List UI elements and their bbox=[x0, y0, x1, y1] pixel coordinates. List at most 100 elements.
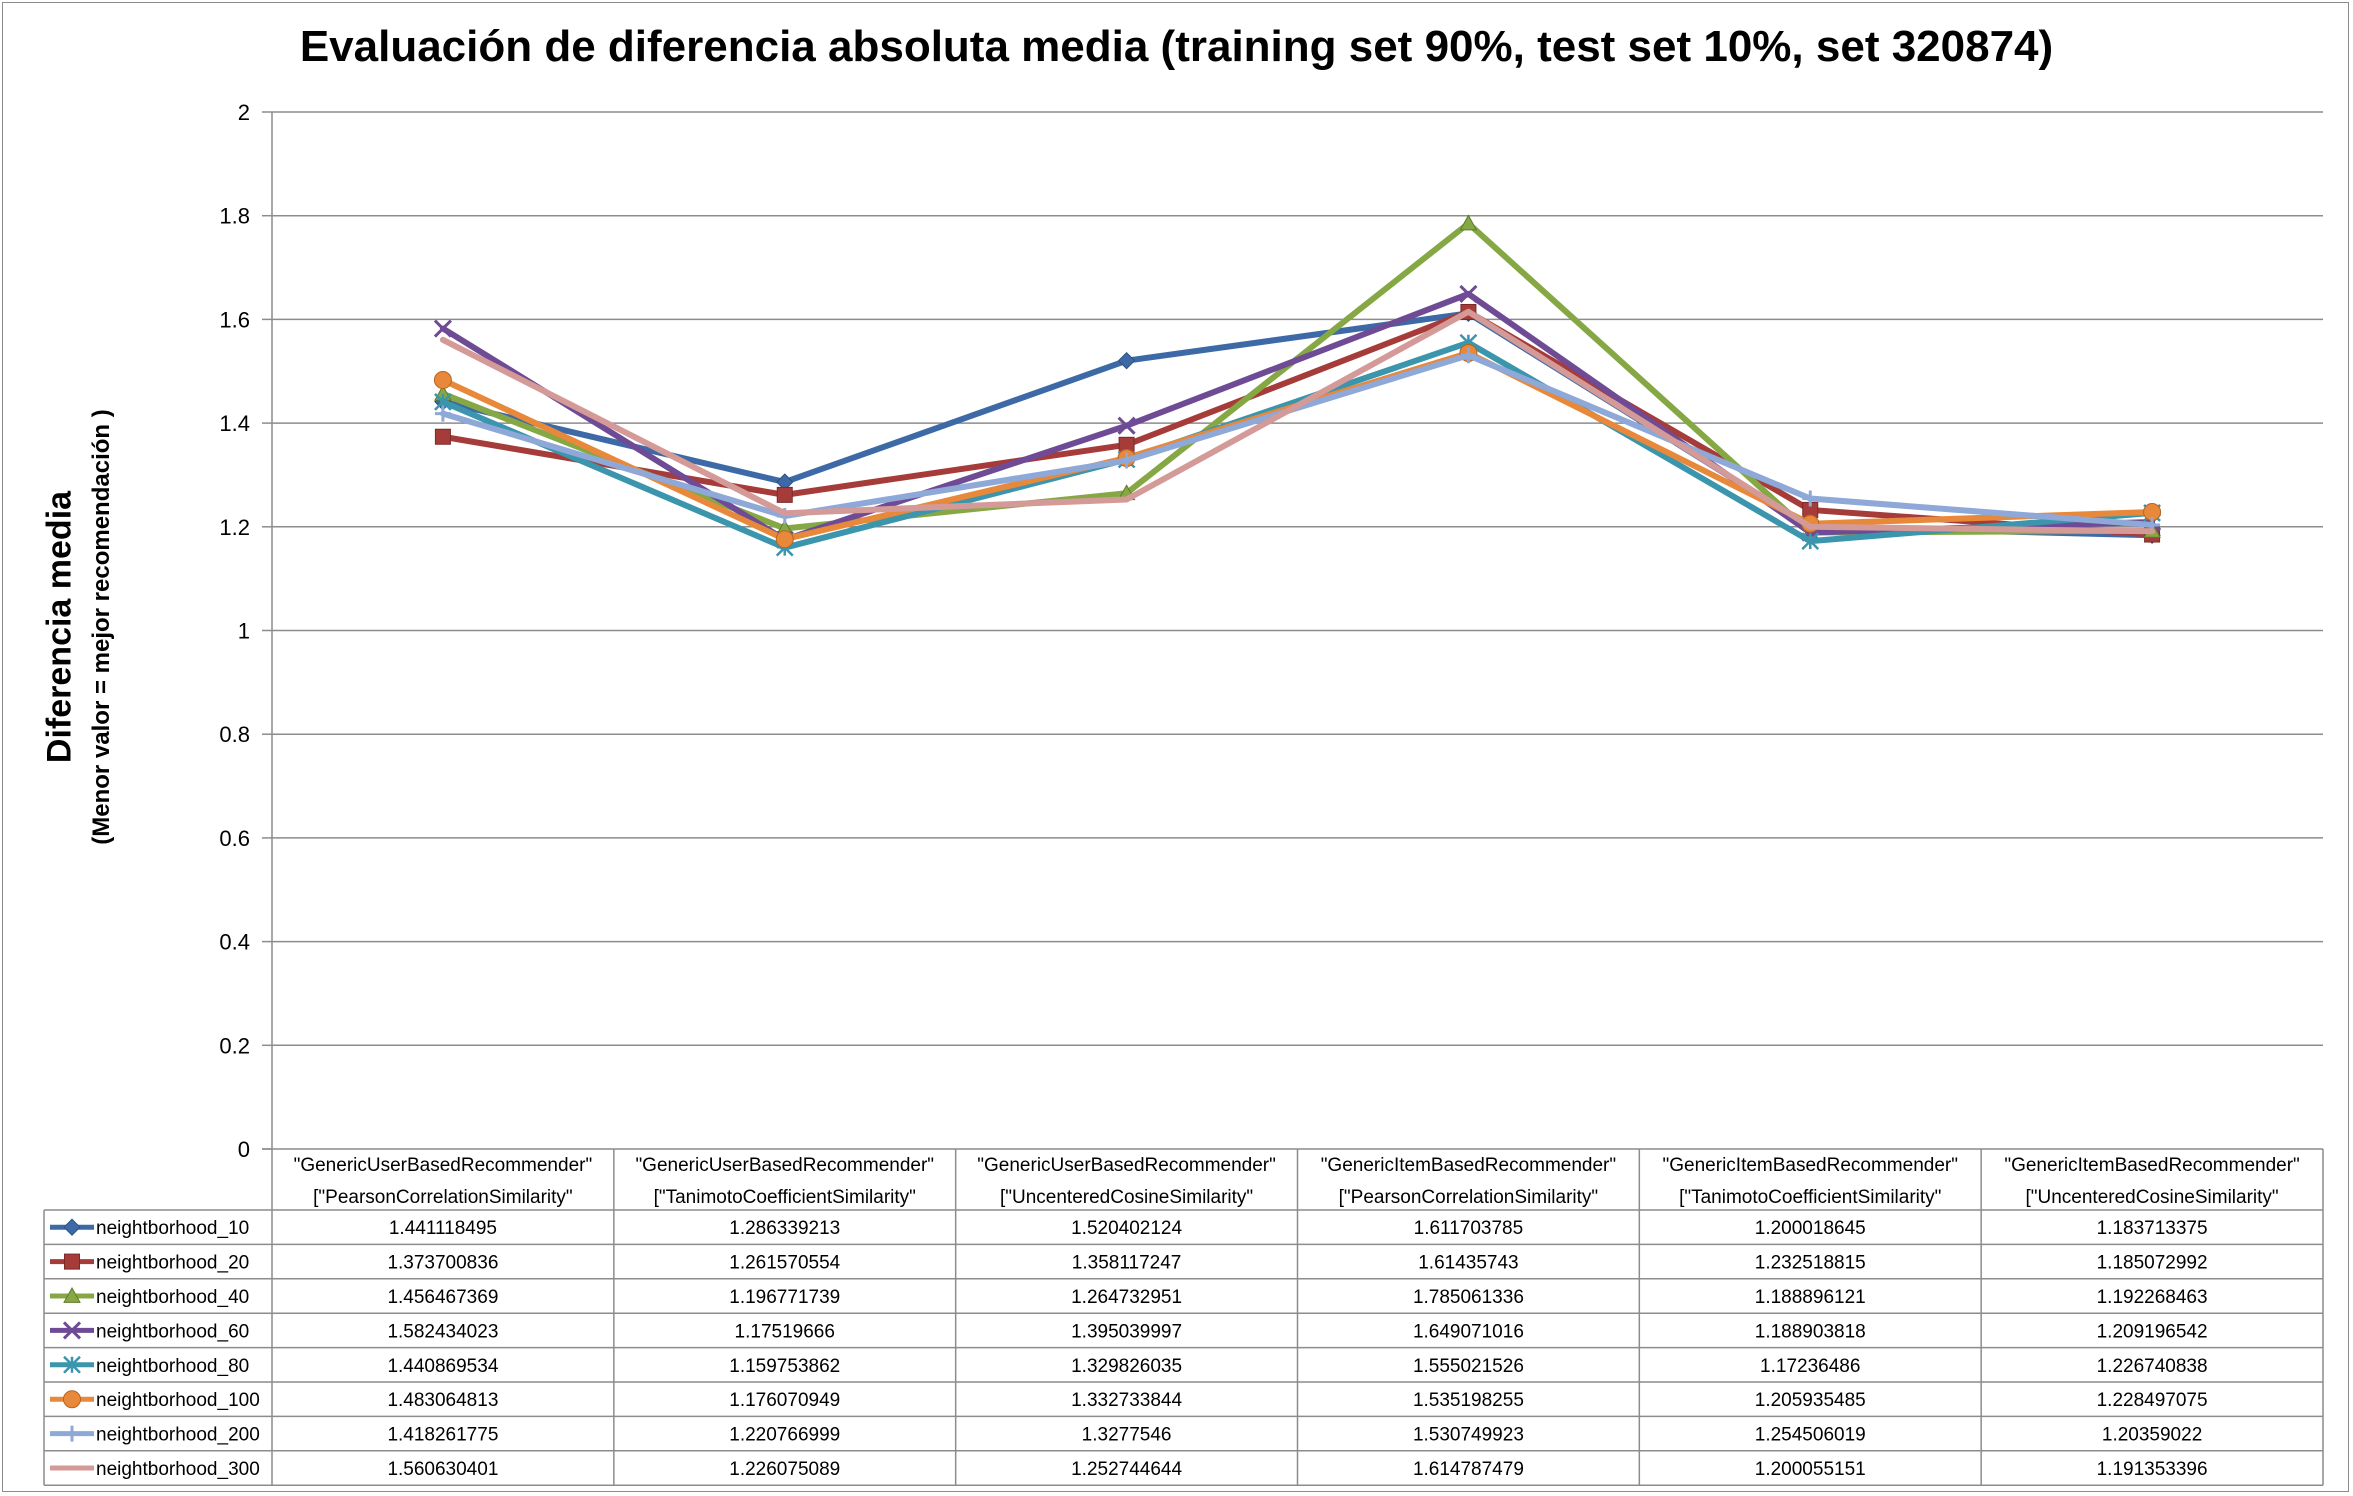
y-tick-label: 1.8 bbox=[219, 204, 250, 229]
table-cell: 1.286339213 bbox=[729, 1218, 840, 1239]
table-cell: 1.228497075 bbox=[2097, 1390, 2208, 1411]
x-category-label: "GenericItemBasedRecommender" bbox=[1321, 1155, 1616, 1176]
table-cell: 1.373700836 bbox=[387, 1253, 498, 1274]
legend-label: neightborhood_300 bbox=[96, 1459, 260, 1480]
series-neightborhood_200 bbox=[434, 347, 2161, 533]
series-line bbox=[439, 308, 2156, 535]
data-point bbox=[1460, 347, 1477, 364]
table-cell: 1.261570554 bbox=[729, 1253, 840, 1274]
x-category-label: "GenericItemBasedRecommender" bbox=[1663, 1155, 1958, 1176]
table-cell: 1.176070949 bbox=[729, 1390, 840, 1411]
table-cell: 1.220766999 bbox=[729, 1425, 840, 1446]
series-line bbox=[439, 290, 2156, 543]
table-cell: 1.226740838 bbox=[2097, 1356, 2208, 1377]
data-point bbox=[64, 1253, 80, 1270]
data-point bbox=[1459, 284, 1478, 304]
y-tick-label: 1.6 bbox=[219, 307, 250, 332]
table-cell: 1.560630401 bbox=[387, 1459, 498, 1480]
table-cell: 1.17519666 bbox=[735, 1321, 835, 1342]
table-row: neightborhood_200 1.418261775 1.220766999 1… bbox=[50, 1425, 2202, 1446]
table-cell: 1.418261775 bbox=[387, 1425, 498, 1446]
table-cell: 1.188903818 bbox=[1755, 1321, 1866, 1342]
series-line bbox=[439, 339, 2156, 551]
table-row: neightborhood_300 1.560630401 1.226075089 1… bbox=[50, 1459, 2208, 1480]
table-cell: 1.358117247 bbox=[1072, 1253, 1182, 1274]
table-cell: 1.188896121 bbox=[1755, 1287, 1866, 1308]
y-tick-label: 1 bbox=[238, 619, 250, 644]
table-cell: 1.232518815 bbox=[1755, 1253, 1866, 1274]
table-cell: 1.196771739 bbox=[729, 1287, 840, 1308]
table-cell: 1.209196542 bbox=[2097, 1321, 2208, 1342]
table-cell: 1.456467369 bbox=[387, 1287, 498, 1308]
data-point bbox=[434, 428, 451, 445]
x-category-label: "GenericUserBasedRecommender" bbox=[635, 1155, 934, 1176]
table-cell: 1.785061336 bbox=[1413, 1287, 1524, 1308]
table-cell: 1.441118495 bbox=[389, 1218, 497, 1239]
table-cell: 1.649071016 bbox=[1413, 1321, 1524, 1342]
table-cell: 1.395039997 bbox=[1071, 1321, 1182, 1342]
y-tick-label: 2 bbox=[238, 100, 250, 125]
table-cell: 1.61435743 bbox=[1418, 1253, 1518, 1274]
y-tick-label: 0.4 bbox=[219, 930, 250, 955]
legend-label: neightborhood_80 bbox=[96, 1356, 249, 1377]
table-cell: 1.332733844 bbox=[1071, 1390, 1182, 1411]
data-point bbox=[63, 1218, 81, 1236]
table-cell: 1.183713375 bbox=[2097, 1218, 2208, 1239]
series-neightborhood_300 bbox=[439, 308, 2156, 535]
table-cell: 1.185072992 bbox=[2097, 1253, 2208, 1274]
x-category-label: ["UncenteredCosineSimilarity" bbox=[1000, 1187, 1253, 1208]
x-category-label: ["PearsonCorrelationSimilarity" bbox=[313, 1187, 573, 1208]
data-point bbox=[1459, 214, 1478, 231]
legend-label: neightborhood_200 bbox=[96, 1425, 260, 1446]
table-cell: 1.483064813 bbox=[387, 1390, 498, 1411]
legend-label: neightborhood_10 bbox=[96, 1218, 249, 1239]
table-cell: 1.555021526 bbox=[1413, 1356, 1524, 1377]
y-tick-label: 1.4 bbox=[219, 411, 250, 436]
table-row: neightborhood_20 1.373700836 1.261570554 1.… bbox=[50, 1253, 2208, 1274]
table-cell: 1.200055151 bbox=[1755, 1459, 1866, 1480]
x-category-label: "GenericItemBasedRecommender" bbox=[2004, 1155, 2299, 1176]
x-category-label: "GenericUserBasedRecommender" bbox=[294, 1155, 593, 1176]
data-point bbox=[1118, 452, 1135, 469]
x-category-label: ["UncenteredCosineSimilarity" bbox=[2025, 1187, 2278, 1208]
table-row: neightborhood_10 1.441118495 1.286339213 1.… bbox=[50, 1218, 2208, 1239]
y-tick-label: 0.2 bbox=[219, 1033, 250, 1058]
data-point bbox=[1117, 416, 1136, 435]
table-cell: 1.329826035 bbox=[1071, 1356, 1182, 1377]
legend-label: neightborhood_60 bbox=[96, 1321, 249, 1342]
data-point bbox=[433, 371, 452, 390]
table-cell: 1.192268463 bbox=[2097, 1287, 2208, 1308]
y-tick-label: 0 bbox=[238, 1137, 250, 1162]
table-cell: 1.226075089 bbox=[729, 1459, 840, 1480]
table-cell: 1.611703785 bbox=[1414, 1218, 1524, 1239]
data-point bbox=[776, 486, 793, 503]
data-point bbox=[775, 530, 794, 549]
table-cell: 1.264732951 bbox=[1071, 1287, 1182, 1308]
data-point bbox=[1802, 490, 1819, 507]
x-category-label: ["PearsonCorrelationSimilarity" bbox=[1339, 1187, 1599, 1208]
table-row: neightborhood_60 1.582434023 1.17519666 1.3… bbox=[50, 1321, 2208, 1342]
data-point bbox=[434, 405, 451, 422]
legend-label: neightborhood_20 bbox=[96, 1253, 249, 1274]
table-cell: 1.582434023 bbox=[387, 1321, 498, 1342]
table-cell: 1.252744644 bbox=[1071, 1459, 1182, 1480]
data-point bbox=[62, 1321, 82, 1340]
table-cell: 1.200018645 bbox=[1755, 1218, 1866, 1239]
data-point bbox=[63, 1390, 81, 1409]
x-category-label: ["TanimotoCoefficientSimilarity" bbox=[1679, 1187, 1941, 1208]
legend-label: neightborhood_100 bbox=[96, 1390, 260, 1411]
y-tick-label: 0.8 bbox=[219, 722, 250, 747]
table-cell: 1.614787479 bbox=[1413, 1459, 1524, 1480]
x-category-label: ["TanimotoCoefficientSimilarity" bbox=[654, 1187, 916, 1208]
data-point bbox=[433, 319, 452, 338]
data-point bbox=[64, 1425, 80, 1442]
table-cell: 1.535198255 bbox=[1413, 1390, 1524, 1411]
data-point bbox=[1117, 351, 1136, 370]
table-row: neightborhood_100 1.483064813 1.176070949 1… bbox=[50, 1390, 2208, 1411]
table-cell: 1.205935485 bbox=[1755, 1390, 1866, 1411]
table-cell: 1.17236486 bbox=[1760, 1356, 1860, 1377]
x-category-label: "GenericUserBasedRecommender" bbox=[977, 1155, 1276, 1176]
table-cell: 1.20359022 bbox=[2102, 1425, 2202, 1446]
data-point bbox=[63, 1286, 81, 1303]
